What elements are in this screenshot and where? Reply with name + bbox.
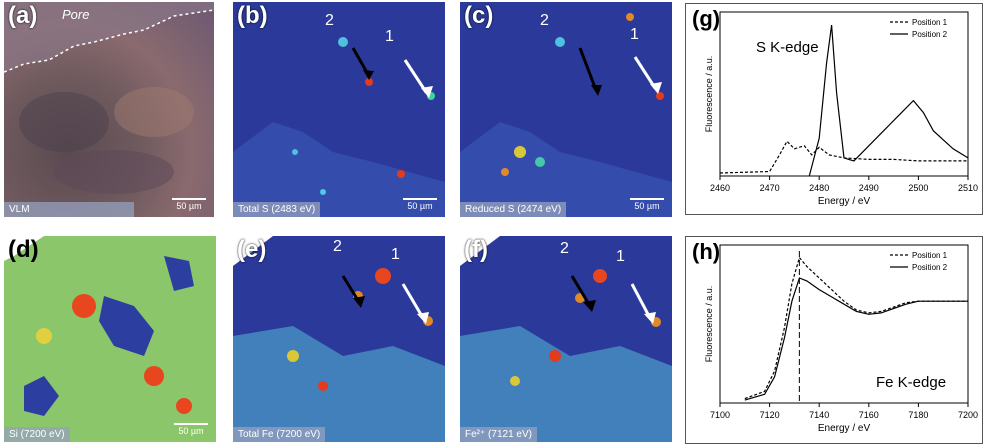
position-1-label: 1 (630, 26, 639, 43)
panel-b-caption: Total S (2483 eV) (233, 202, 321, 217)
chart-g-xlabel: Energy / eV (818, 196, 871, 207)
chart-g-legend-entry: Position 1 (912, 18, 948, 27)
position-1-label: 1 (385, 28, 394, 45)
panel-c-scale-text: 50 µm (634, 201, 660, 211)
chart-h-svg: 7100 7120 7140 7160 7180 7200 Energy / eV Fluor… (704, 244, 978, 434)
panel-f-caption: Fe²⁺ (7121 eV) (460, 427, 537, 442)
panel-a-scale-bar: 50 µm (172, 198, 206, 211)
chart-h-xtick-label: 7160 (859, 410, 879, 420)
chart-h-xtick-label: 7180 (908, 410, 928, 420)
panel-e-caption: Total Fe (7200 eV) (233, 427, 326, 442)
panel-b-scale-bar: 50 µm (403, 198, 437, 211)
chart-h-xtick-label: 7140 (809, 410, 829, 420)
panel-a: (a) Pore VLM 50 µm (4, 2, 214, 217)
chart-g: (g) 2460 2470 2480 2490 2500 2510 Energy / eV F… (685, 3, 983, 215)
chart-g-xtick-label: 2470 (760, 183, 780, 193)
position-2-label: 2 (560, 240, 569, 257)
chart-h-legend-entry: Position 2 (912, 263, 948, 272)
chart-g-annotation: S K-edge (756, 39, 819, 56)
chart-h-ylabel: Fluorescence / a.u. (704, 286, 714, 363)
panel-d-scale-text: 50 µm (178, 426, 204, 436)
chart-g-label: (g) (692, 6, 721, 31)
fe2-map (460, 236, 672, 442)
chart-g-svg: 2460 2470 2480 2490 2500 2510 Energy / eV Fluor… (704, 11, 978, 207)
panel-b-scale-text: 50 µm (407, 201, 433, 211)
panel-e: (e) 2 1 Total Fe (7200 eV) (233, 236, 445, 442)
panel-a-caption: VLM (4, 202, 134, 217)
vlm-image (4, 2, 214, 194)
chart-h-xlabel: Energy / eV (818, 423, 871, 434)
position-2-label: 2 (540, 12, 549, 29)
panel-e-label: (e) (237, 236, 267, 263)
reduced-s-map (460, 13, 672, 217)
panel-c-label: (c) (464, 2, 494, 29)
chart-h-series-line-2 (744, 277, 968, 401)
chart-g-series-line-1 (719, 140, 968, 174)
chart-h-label: (h) (692, 239, 721, 264)
chart-g-plot-frame (719, 11, 969, 177)
total-fe-map (233, 236, 445, 442)
chart-h-series-line-1 (744, 256, 968, 400)
position-2-label: 2 (325, 12, 334, 29)
panel-d-caption: Si (7200 eV) (4, 427, 70, 442)
chart-g-xtick-label: 2500 (908, 183, 928, 193)
panel-c-caption: Reduced S (2474 eV) (460, 202, 567, 217)
position-1-label: 1 (391, 246, 400, 263)
chart-h-xtick-label: 7100 (710, 410, 730, 420)
chart-h-annotation: Fe K-edge (876, 374, 946, 391)
panel-d: (d) Si (7200 eV) 50 µm (4, 236, 216, 442)
si-map (4, 236, 216, 442)
panel-f-label: (f) (464, 236, 488, 263)
chart-g-ylabel: Fluorescence / a.u. (704, 56, 714, 133)
panel-d-scale-bar: 50 µm (174, 423, 208, 436)
chart-g-series-line-2 (808, 25, 969, 177)
pore-label: Pore (62, 7, 90, 22)
position-1-label: 1 (616, 248, 625, 265)
chart-g-xtick-label: 2490 (859, 183, 879, 193)
chart-g-xtick-label: 2480 (809, 183, 829, 193)
panel-f: (f) 2 1 Fe²⁺ (7121 eV) (460, 236, 672, 442)
chart-h-plot-frame (719, 244, 969, 404)
panel-b-label: (b) (237, 2, 268, 29)
panel-c-scale-bar: 50 µm (630, 198, 664, 211)
chart-g-legend-entry: Position 2 (912, 30, 948, 39)
chart-h-legend-entry: Position 1 (912, 251, 948, 260)
chart-h: (h) 7100 7120 7140 7160 7180 7200 Energy / eV F… (685, 236, 983, 444)
position-2-label: 2 (333, 238, 342, 255)
chart-h-xtick-label: 7200 (958, 410, 978, 420)
total-s-map (233, 37, 445, 217)
chart-g-xtick-label: 2460 (710, 183, 730, 193)
panel-c: (c) 2 1 Reduced S (2474 eV) 50 µm (460, 2, 672, 217)
panel-a-scale-text: 50 µm (176, 201, 202, 211)
chart-h-xtick-label: 7120 (760, 410, 780, 420)
chart-g-xtick-label: 2510 (958, 183, 978, 193)
panel-b: (b) 2 1 Total S (2483 eV) 50 µm (233, 2, 445, 217)
panel-d-label: (d) (8, 236, 39, 263)
panel-a-label: (a) (8, 2, 38, 29)
